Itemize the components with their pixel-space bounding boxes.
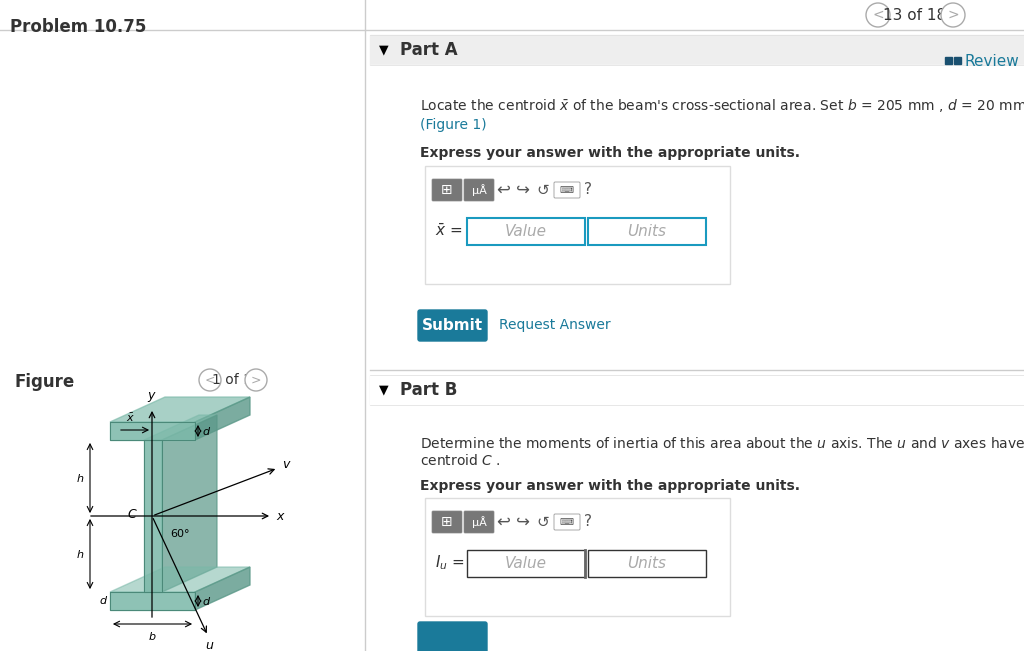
- Text: Value: Value: [505, 224, 547, 239]
- Text: Part B: Part B: [400, 381, 458, 399]
- Text: $y$: $y$: [147, 390, 157, 404]
- Bar: [370, 375, 1024, 405]
- FancyBboxPatch shape: [467, 218, 585, 245]
- Text: $u$: $u$: [206, 639, 215, 651]
- Text: $x$: $x$: [276, 510, 286, 523]
- Bar: [370, 35, 1024, 65]
- Text: ↪: ↪: [516, 181, 530, 199]
- Circle shape: [199, 369, 221, 391]
- FancyBboxPatch shape: [467, 550, 585, 577]
- Bar: [945, 57, 952, 64]
- Text: Figure: Figure: [15, 373, 75, 391]
- Polygon shape: [162, 415, 217, 592]
- Bar: [370, 335, 1024, 651]
- Polygon shape: [110, 422, 195, 440]
- Text: $d$: $d$: [202, 425, 211, 437]
- Polygon shape: [110, 592, 195, 610]
- Circle shape: [866, 3, 890, 27]
- Polygon shape: [195, 567, 250, 610]
- FancyBboxPatch shape: [464, 179, 494, 201]
- Text: ⌨: ⌨: [560, 517, 574, 527]
- FancyBboxPatch shape: [588, 218, 706, 245]
- Polygon shape: [195, 397, 250, 440]
- Text: $C$: $C$: [127, 508, 138, 521]
- Text: 60°: 60°: [170, 529, 189, 539]
- Circle shape: [941, 3, 965, 27]
- FancyBboxPatch shape: [418, 310, 487, 341]
- Polygon shape: [110, 567, 250, 592]
- Text: 1 of 1: 1 of 1: [212, 373, 252, 387]
- Circle shape: [245, 369, 267, 391]
- FancyBboxPatch shape: [432, 511, 462, 533]
- Text: 13 of 18: 13 of 18: [884, 8, 946, 23]
- Bar: [370, 65, 1024, 370]
- Text: Units: Units: [628, 224, 667, 239]
- Text: ⊞: ⊞: [441, 183, 453, 197]
- Text: Units: Units: [628, 556, 667, 571]
- Text: Locate the centroid $\bar{x}$ of the beam's cross-sectional area. Set $b$ = 205 : Locate the centroid $\bar{x}$ of the bea…: [420, 97, 1024, 114]
- Text: >: >: [251, 374, 261, 387]
- Text: Value: Value: [505, 556, 547, 571]
- Polygon shape: [110, 397, 250, 422]
- Text: Request Answer: Request Answer: [499, 318, 610, 333]
- Text: ?: ?: [584, 514, 592, 529]
- Text: Review: Review: [965, 53, 1020, 68]
- FancyBboxPatch shape: [554, 514, 580, 530]
- FancyBboxPatch shape: [425, 498, 730, 616]
- FancyBboxPatch shape: [432, 179, 462, 201]
- Text: $v$: $v$: [282, 458, 292, 471]
- Text: $\bar{x}$: $\bar{x}$: [126, 412, 134, 424]
- Text: ↪: ↪: [516, 513, 530, 531]
- Text: >: >: [947, 8, 958, 22]
- Text: Submit: Submit: [422, 318, 483, 333]
- Text: ▼: ▼: [379, 44, 389, 57]
- FancyBboxPatch shape: [418, 622, 487, 651]
- Text: centroid $C$ .: centroid $C$ .: [420, 453, 501, 468]
- Text: Express your answer with the appropriate units.: Express your answer with the appropriate…: [420, 146, 800, 160]
- Text: $I_u$ =: $I_u$ =: [435, 553, 465, 572]
- Text: ▼: ▼: [379, 383, 389, 396]
- Polygon shape: [144, 415, 217, 440]
- Text: ↩: ↩: [496, 513, 510, 531]
- Text: μÅ: μÅ: [472, 516, 486, 528]
- Text: <: <: [205, 374, 215, 387]
- FancyBboxPatch shape: [464, 511, 494, 533]
- Text: μÅ: μÅ: [472, 184, 486, 196]
- Text: $\bar{x}$ =: $\bar{x}$ =: [435, 223, 463, 239]
- Text: $b$: $b$: [147, 630, 157, 642]
- Text: ⊞: ⊞: [441, 515, 453, 529]
- FancyBboxPatch shape: [588, 550, 706, 577]
- Polygon shape: [144, 440, 162, 592]
- Text: <: <: [872, 8, 884, 22]
- FancyBboxPatch shape: [425, 166, 730, 284]
- Text: (Figure 1): (Figure 1): [420, 118, 486, 132]
- Text: ?: ?: [584, 182, 592, 197]
- Text: ↺: ↺: [537, 514, 549, 529]
- Text: Part A: Part A: [400, 41, 458, 59]
- Text: ↺: ↺: [537, 182, 549, 197]
- FancyBboxPatch shape: [554, 182, 580, 198]
- Text: $d$: $d$: [99, 594, 108, 606]
- Text: $h$: $h$: [76, 472, 84, 484]
- Text: ⌨: ⌨: [560, 185, 574, 195]
- Text: Problem 10.75: Problem 10.75: [10, 18, 146, 36]
- Text: $d$: $d$: [202, 595, 211, 607]
- Text: $h$: $h$: [76, 548, 84, 560]
- Text: Determine the moments of inertia of this area about the $u$ axis. The $u$ and $v: Determine the moments of inertia of this…: [420, 435, 1024, 453]
- Text: Express your answer with the appropriate units.: Express your answer with the appropriate…: [420, 479, 800, 493]
- Text: ↩: ↩: [496, 181, 510, 199]
- Bar: [954, 57, 961, 64]
